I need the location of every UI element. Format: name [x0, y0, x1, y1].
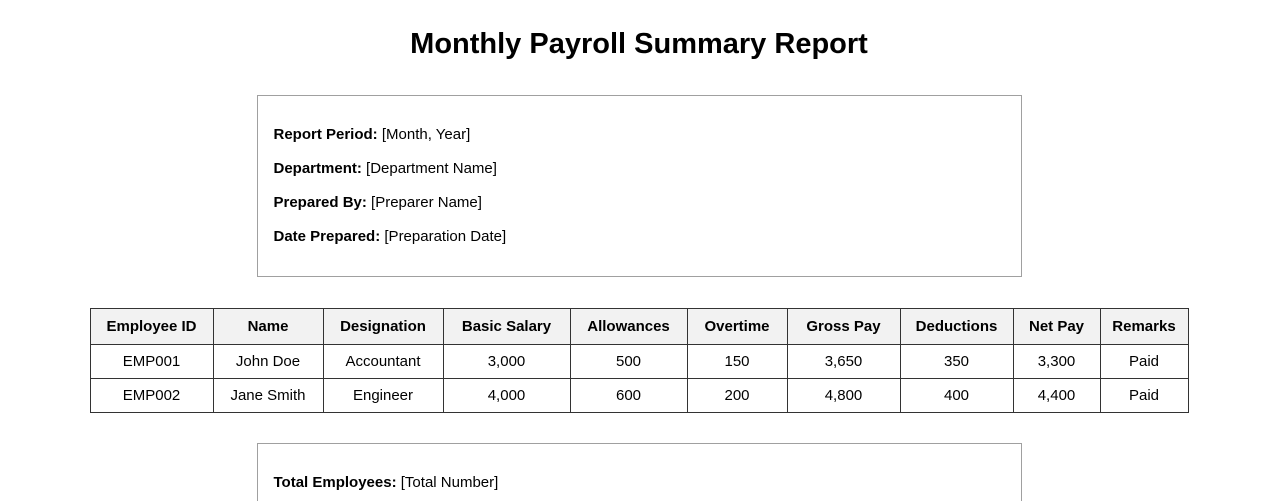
cell-overtime: 200	[686, 378, 788, 413]
field-label: Total Employees:	[273, 474, 397, 491]
table-row: EMP001 John Doe Accountant 3,000 500 150…	[89, 344, 1189, 379]
field-label: Prepared By:	[273, 194, 367, 211]
column-header-basic-salary: Basic Salary	[442, 308, 571, 345]
cell-basic-salary: 3,000	[442, 344, 571, 379]
table-header-row: Employee ID Name Designation Basic Salar…	[89, 308, 1189, 345]
cell-employee-id: EMP001	[89, 344, 214, 379]
cell-basic-salary: 4,000	[442, 378, 571, 413]
page-title: Monthly Payroll Summary Report	[410, 28, 868, 60]
field-value: [Month, Year]	[381, 126, 471, 143]
summary-box: Total Employees: [Total Number]	[256, 443, 1022, 501]
cell-deductions: 400	[899, 378, 1014, 413]
field-value: [Department Name]	[366, 160, 497, 177]
column-header-overtime: Overtime	[686, 308, 788, 345]
cell-net-pay: 4,400	[1012, 378, 1101, 413]
cell-gross-pay: 4,800	[786, 378, 901, 413]
cell-designation: Engineer	[322, 378, 444, 413]
column-header-name: Name	[212, 308, 324, 345]
column-header-designation: Designation	[322, 308, 444, 345]
cell-overtime: 150	[686, 344, 788, 379]
report-info-field-date-prepared: Date Prepared: [Preparation Date]	[274, 227, 1005, 247]
cell-name: Jane Smith	[212, 378, 324, 413]
column-header-deductions: Deductions	[899, 308, 1014, 345]
column-header-net-pay: Net Pay	[1012, 308, 1101, 345]
report-info-box: Report Period: [Month, Year] Department:…	[256, 95, 1022, 277]
column-header-allowances: Allowances	[569, 308, 688, 345]
summary-field-total-employees: Total Employees: [Total Number]	[274, 473, 1005, 493]
cell-net-pay: 3,300	[1012, 344, 1101, 379]
field-value: [Preparation Date]	[384, 228, 507, 245]
cell-gross-pay: 3,650	[786, 344, 901, 379]
payroll-table: Employee ID Name Designation Basic Salar…	[89, 308, 1189, 413]
column-header-gross-pay: Gross Pay	[786, 308, 901, 345]
cell-designation: Accountant	[322, 344, 444, 379]
cell-allowances: 500	[569, 344, 688, 379]
cell-name: John Doe	[212, 344, 324, 379]
cell-allowances: 600	[569, 378, 688, 413]
cell-remarks: Paid	[1099, 344, 1189, 379]
field-value: [Preparer Name]	[371, 194, 482, 211]
cell-employee-id: EMP002	[89, 378, 214, 413]
cell-deductions: 350	[899, 344, 1014, 379]
field-label: Report Period:	[273, 126, 378, 143]
report-info-field-prepared-by: Prepared By: [Preparer Name]	[274, 193, 1005, 213]
field-value: [Total Number]	[400, 474, 499, 491]
table-row: EMP002 Jane Smith Engineer 4,000 600 200…	[89, 378, 1189, 413]
report-info-field-department: Department: [Department Name]	[274, 159, 1005, 179]
field-label: Department:	[273, 160, 362, 177]
report-info-field-period: Report Period: [Month, Year]	[274, 125, 1005, 145]
column-header-employee-id: Employee ID	[89, 308, 214, 345]
cell-remarks: Paid	[1099, 378, 1189, 413]
field-label: Date Prepared:	[273, 228, 381, 245]
column-header-remarks: Remarks	[1099, 308, 1189, 345]
